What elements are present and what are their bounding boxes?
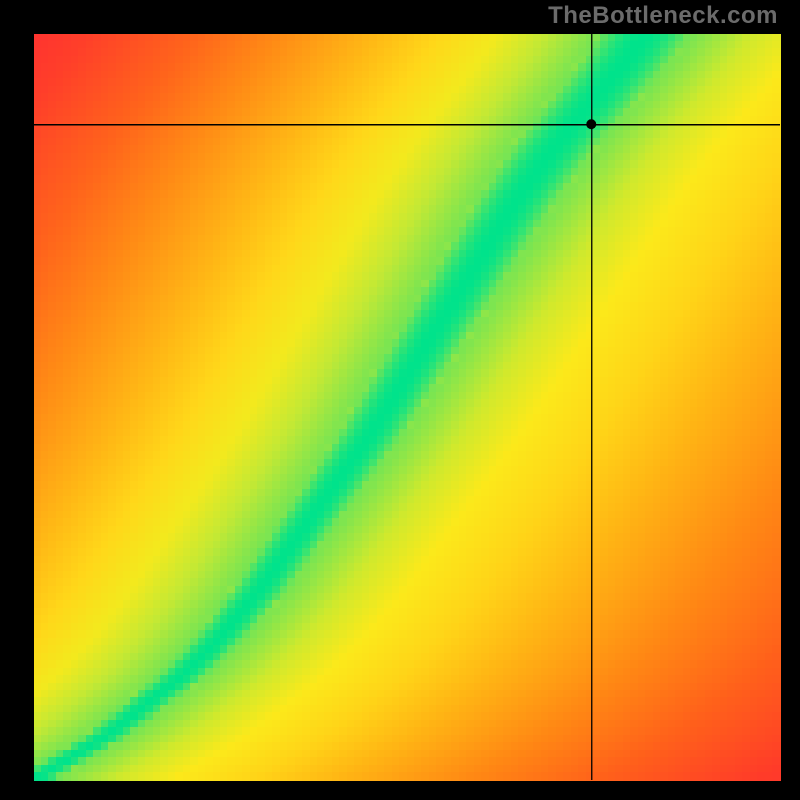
bottleneck-heatmap (0, 0, 800, 800)
attribution-text: TheBottleneck.com (548, 2, 778, 30)
root-container: { "attribution": { "text": "TheBottlenec… (0, 0, 800, 800)
